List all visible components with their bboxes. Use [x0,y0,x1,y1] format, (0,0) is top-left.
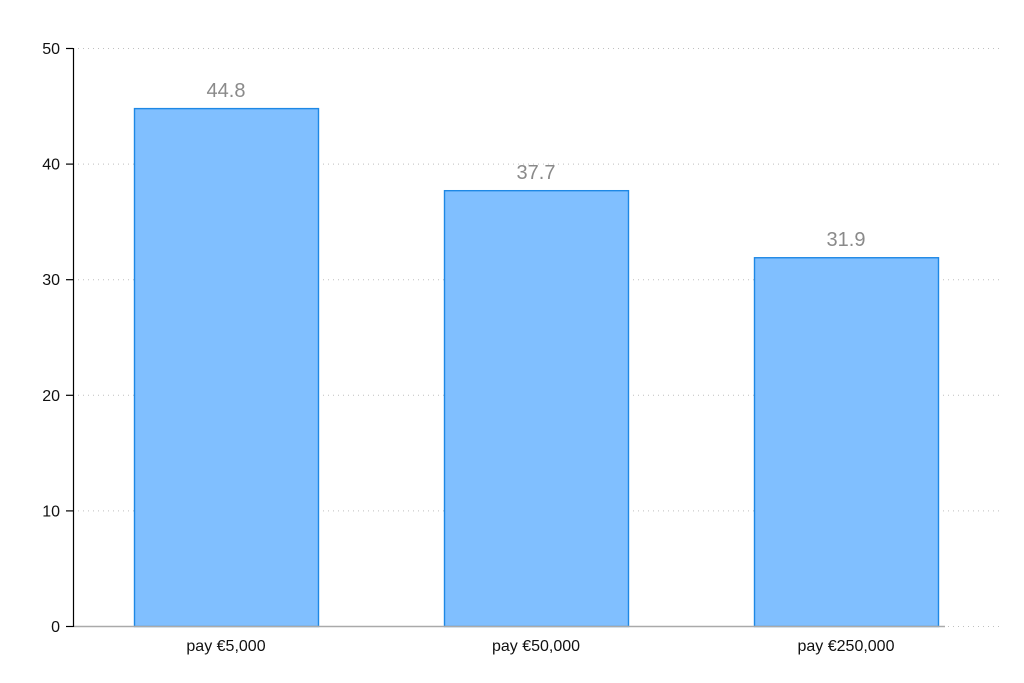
bars [133,107,940,628]
bar-1 [133,107,320,628]
y-tick-label: 10 [42,503,60,520]
data-labels: 44.8 37.7 31.9 [207,80,866,251]
bar-3 [753,257,940,628]
bar-value-label: 44.8 [207,80,246,102]
y-tick-label: 30 [42,272,60,289]
y-axis: 0 10 20 30 40 50 [42,41,945,636]
bar-2 [443,189,630,628]
x-category-label: pay €50,000 [492,638,580,655]
y-tick-label: 50 [42,41,60,58]
x-category-label: pay €250,000 [798,638,895,655]
y-tick-label: 40 [42,157,60,174]
x-axis-categories: pay €5,000 pay €50,000 pay €250,000 [186,638,894,655]
bar-value-label: 37.7 [517,162,556,184]
bar-value-label: 31.9 [827,229,866,251]
y-tick-label: 20 [42,388,60,405]
y-tick-label: 0 [51,619,60,636]
x-category-label: pay €5,000 [186,638,265,655]
